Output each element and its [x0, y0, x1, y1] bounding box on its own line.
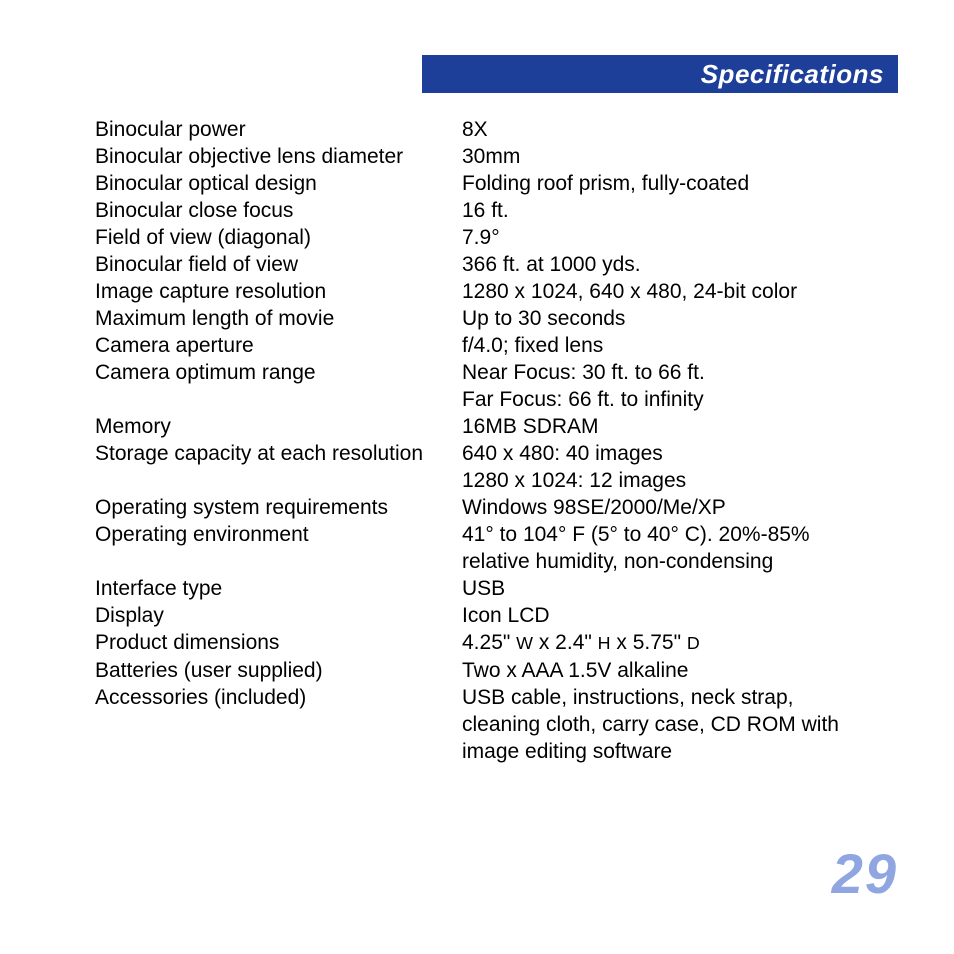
- spec-value: image editing software: [462, 738, 898, 765]
- spec-value: 1280 x 1024: 12 images: [462, 467, 898, 494]
- spec-value: USB: [462, 575, 898, 602]
- spec-label: Image capture resolution: [95, 278, 462, 305]
- spec-row: Far Focus: 66 ft. to infinity: [95, 386, 898, 413]
- spec-value: Icon LCD: [462, 602, 898, 629]
- spec-value: Folding roof prism, fully-coated: [462, 170, 898, 197]
- spec-label: Accessories (included): [95, 684, 462, 711]
- spec-label: Binocular power: [95, 116, 462, 143]
- page-number: 29: [832, 841, 898, 906]
- spec-value: cleaning cloth, carry case, CD ROM with: [462, 711, 898, 738]
- spec-value: 366 ft. at 1000 yds.: [462, 251, 898, 278]
- spec-label: [95, 548, 462, 575]
- spec-row: Batteries (user supplied)Two x AAA 1.5V …: [95, 657, 898, 684]
- spec-row: Maximum length of movieUp to 30 seconds: [95, 305, 898, 332]
- spec-row: Field of view (diagonal)7.9°: [95, 224, 898, 251]
- spec-row: image editing software: [95, 738, 898, 765]
- spec-value: 1280 x 1024, 640 x 480, 24-bit color: [462, 278, 898, 305]
- spec-label: Binocular close focus: [95, 197, 462, 224]
- spec-label: Camera aperture: [95, 332, 462, 359]
- spec-label: Operating system requirements: [95, 494, 462, 521]
- spec-value: 16 ft.: [462, 197, 898, 224]
- spec-row: Binocular field of view366 ft. at 1000 y…: [95, 251, 898, 278]
- header-title: Specifications: [701, 59, 884, 90]
- spec-value: 7.9°: [462, 224, 898, 251]
- spec-value: Windows 98SE/2000/Me/XP: [462, 494, 898, 521]
- spec-row: Image capture resolution1280 x 1024, 640…: [95, 278, 898, 305]
- spec-value: USB cable, instructions, neck strap,: [462, 684, 898, 711]
- spec-row: Accessories (included)USB cable, instruc…: [95, 684, 898, 711]
- spec-value: Far Focus: 66 ft. to infinity: [462, 386, 898, 413]
- spec-label: Binocular field of view: [95, 251, 462, 278]
- spec-row: Camera aperturef/4.0; fixed lens: [95, 332, 898, 359]
- spec-value: f/4.0; fixed lens: [462, 332, 898, 359]
- spec-row: Memory16MB SDRAM: [95, 413, 898, 440]
- spec-row: Product dimensions4.25" W x 2.4" H x 5.7…: [95, 629, 898, 657]
- header-bar: Specifications: [422, 55, 898, 93]
- spec-row: Interface typeUSB: [95, 575, 898, 602]
- spec-label: Product dimensions: [95, 629, 462, 657]
- page: Specifications Binocular power8XBinocula…: [0, 0, 954, 954]
- spec-row: Storage capacity at each resolution640 x…: [95, 440, 898, 467]
- spec-row: Binocular optical designFolding roof pri…: [95, 170, 898, 197]
- spec-row: Operating system requirementsWindows 98S…: [95, 494, 898, 521]
- spec-label: Display: [95, 602, 462, 629]
- spec-label: [95, 738, 462, 765]
- spec-row: Binocular close focus16 ft.: [95, 197, 898, 224]
- spec-row: 1280 x 1024: 12 images: [95, 467, 898, 494]
- spec-value: Up to 30 seconds: [462, 305, 898, 332]
- spec-row: Operating environment41° to 104° F (5° t…: [95, 521, 898, 548]
- spec-label: [95, 711, 462, 738]
- spec-label: Storage capacity at each resolution: [95, 440, 462, 467]
- spec-label: Binocular optical design: [95, 170, 462, 197]
- spec-value: Two x AAA 1.5V alkaline: [462, 657, 898, 684]
- spec-label: Field of view (diagonal): [95, 224, 462, 251]
- spec-row: Binocular objective lens diameter30mm: [95, 143, 898, 170]
- spec-label: Memory: [95, 413, 462, 440]
- spec-label: Operating environment: [95, 521, 462, 548]
- spec-label: Batteries (user supplied): [95, 657, 462, 684]
- spec-row: Camera optimum rangeNear Focus: 30 ft. t…: [95, 359, 898, 386]
- spec-label: Interface type: [95, 575, 462, 602]
- spec-label: [95, 467, 462, 494]
- spec-value: 4.25" W x 2.4" H x 5.75" D: [462, 629, 898, 657]
- spec-value: 41° to 104° F (5° to 40° C). 20%-85%: [462, 521, 898, 548]
- spec-value: 30mm: [462, 143, 898, 170]
- spec-value: 16MB SDRAM: [462, 413, 898, 440]
- spec-value: 640 x 480: 40 images: [462, 440, 898, 467]
- spec-label: Binocular objective lens diameter: [95, 143, 462, 170]
- spec-row: DisplayIcon LCD: [95, 602, 898, 629]
- spec-value: 8X: [462, 116, 898, 143]
- spec-row: relative humidity, non-condensing: [95, 548, 898, 575]
- spec-row: cleaning cloth, carry case, CD ROM with: [95, 711, 898, 738]
- spec-value: relative humidity, non-condensing: [462, 548, 898, 575]
- spec-label: Maximum length of movie: [95, 305, 462, 332]
- spec-label: Camera optimum range: [95, 359, 462, 386]
- spec-label: [95, 386, 462, 413]
- spec-row: Binocular power8X: [95, 116, 898, 143]
- specifications-table: Binocular power8XBinocular objective len…: [95, 116, 898, 765]
- spec-value: Near Focus: 30 ft. to 66 ft.: [462, 359, 898, 386]
